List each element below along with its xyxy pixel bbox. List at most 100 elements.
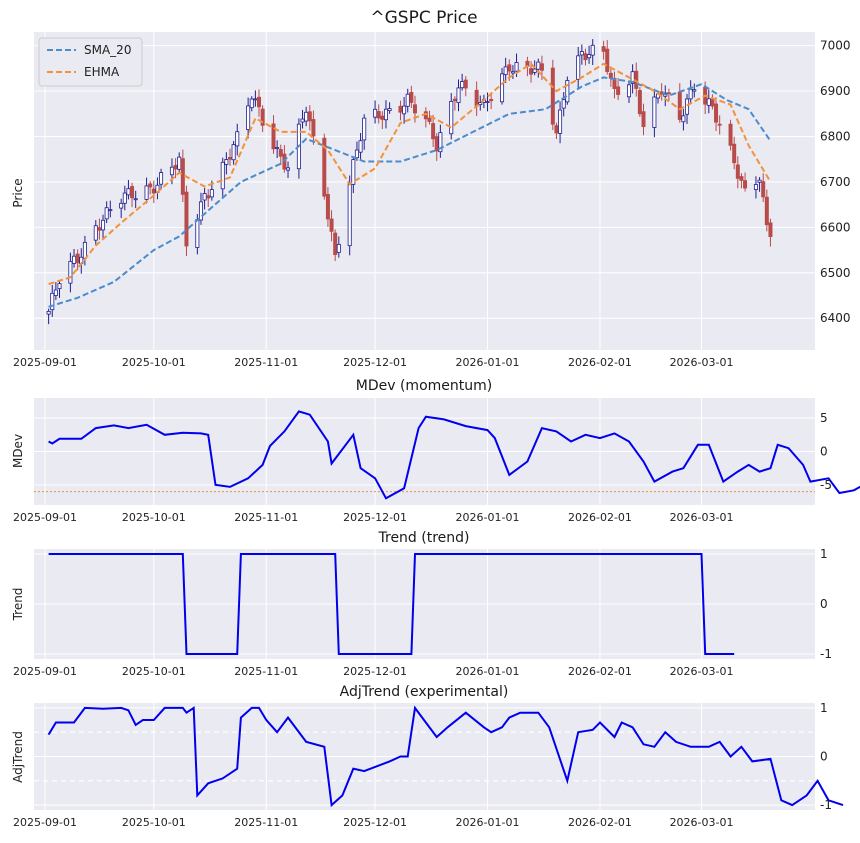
y-tick-label: 5 — [820, 411, 828, 425]
x-tick-label: 2025-10-01 — [122, 816, 186, 829]
candle-body — [764, 196, 769, 226]
x-tick-label: 2025-11-01 — [234, 511, 298, 524]
x-tick-label: 2026-03-01 — [670, 665, 734, 678]
x-tick-label: 2025-10-01 — [122, 356, 186, 369]
y-tick-label: 7000 — [820, 39, 851, 53]
price-legend: SMA_20 EHMA — [38, 37, 143, 87]
candle-body — [278, 149, 283, 157]
candle-body — [329, 218, 334, 232]
candle-body — [304, 111, 309, 122]
x-tick-label: 2025-09-01 — [13, 511, 77, 524]
x-tick-label: 2025-12-01 — [343, 511, 407, 524]
candle-body — [757, 179, 762, 183]
trend-y-axis-label: Trend — [11, 588, 25, 622]
candle-body — [409, 92, 414, 103]
candle-body — [148, 183, 153, 188]
candle-body — [717, 123, 722, 126]
candle-body — [728, 123, 733, 146]
x-tick-label: 2026-03-01 — [670, 816, 734, 829]
candle-body — [93, 225, 98, 241]
candle-body — [159, 172, 164, 185]
candle-body — [605, 48, 610, 72]
candle-body — [565, 80, 570, 103]
adjtrend-x-ticks: 2025-09-01 2025-10-01 2025-11-01 2025-12-01… — [13, 816, 733, 829]
mdev-y-axis-label: MDev — [11, 434, 25, 468]
candle-body — [579, 51, 584, 56]
candle-body — [307, 111, 312, 122]
y-tick-label: 1 — [820, 701, 828, 715]
x-tick-label: 2026-01-01 — [456, 511, 520, 524]
candle-body — [616, 86, 621, 95]
candle-body — [144, 185, 149, 200]
trend-x-ticks: 2025-09-01 2025-10-01 2025-11-01 2025-12-01… — [13, 665, 733, 678]
y-tick-label: 6900 — [820, 84, 851, 98]
candle-body — [449, 100, 454, 135]
candle-body — [347, 183, 352, 247]
trend-y-ticks: -1 0 1 — [820, 547, 832, 661]
candle-body — [358, 140, 363, 153]
candle-body — [637, 90, 642, 115]
y-tick-label: 6600 — [820, 220, 851, 234]
trend-chart-title: Trend (trend) — [378, 530, 470, 546]
x-tick-label: 2025-11-01 — [234, 356, 298, 369]
x-tick-label: 2025-11-01 — [234, 816, 298, 829]
candle-body — [300, 118, 305, 123]
y-tick-label: -1 — [820, 647, 832, 661]
candle-body — [768, 222, 773, 237]
candle-body — [387, 108, 392, 112]
candle-body — [209, 189, 214, 198]
x-tick-label: 2025-09-01 — [13, 356, 77, 369]
trend-panel: Trend (trend) Trend 2025-09-01 2025-10-01… — [11, 530, 832, 678]
candle-body — [554, 125, 559, 134]
candle-body — [452, 98, 457, 102]
x-tick-label: 2026-03-01 — [670, 511, 734, 524]
candle-body — [626, 84, 631, 98]
candle-body — [412, 104, 417, 114]
candle-body — [438, 132, 443, 153]
candle-body — [561, 99, 566, 109]
x-tick-label: 2025-09-01 — [13, 665, 77, 678]
candle-body — [706, 98, 711, 106]
adjtrend-y-axis-label: AdjTrend — [11, 731, 25, 783]
price-panel: ^GSPC Price Price 2025-09-01 2025-10-01 20… — [11, 8, 851, 369]
x-tick-label: 2026-02-01 — [568, 665, 632, 678]
x-tick-label: 2025-10-01 — [122, 665, 186, 678]
adjtrend-series-line — [47, 705, 844, 808]
trend-series-line — [48, 553, 735, 655]
candle-body — [398, 105, 403, 113]
adjtrend-y-ticks: -1 0 1 — [820, 701, 832, 812]
x-tick-label: 2025-12-01 — [343, 665, 407, 678]
candle-body — [529, 68, 534, 75]
candle-body — [68, 261, 73, 284]
legend-ehma-label: EHMA — [84, 65, 120, 79]
candle-body — [739, 176, 744, 181]
price-candles — [46, 39, 773, 325]
candle-body — [177, 156, 182, 170]
y-tick-label: 1 — [820, 547, 828, 561]
legend-sma-20-label: SMA_20 — [84, 43, 131, 57]
candle-body — [130, 186, 135, 199]
candle-body — [46, 310, 51, 315]
candle-body — [601, 46, 606, 52]
candle-body — [206, 195, 211, 199]
candle-body — [463, 79, 468, 89]
y-tick-label: 0 — [820, 445, 828, 459]
candle-body — [195, 219, 200, 248]
adjtrend-chart-title: AdjTrend (experimental) — [340, 684, 509, 700]
candle-body — [257, 96, 262, 108]
y-tick-label: 6500 — [820, 266, 851, 280]
candle-body — [362, 117, 367, 141]
candle-body — [510, 71, 515, 74]
candle-body — [460, 81, 465, 89]
candle-body — [373, 108, 378, 118]
candle-body — [710, 99, 715, 107]
candle-body — [402, 105, 407, 115]
candle-body — [169, 166, 174, 176]
candle-body — [558, 109, 563, 134]
candle-body — [383, 108, 388, 121]
candle-body — [333, 232, 338, 255]
x-tick-label: 2026-01-01 — [456, 816, 520, 829]
x-tick-label: 2025-12-01 — [343, 816, 407, 829]
candle-body — [133, 198, 138, 201]
